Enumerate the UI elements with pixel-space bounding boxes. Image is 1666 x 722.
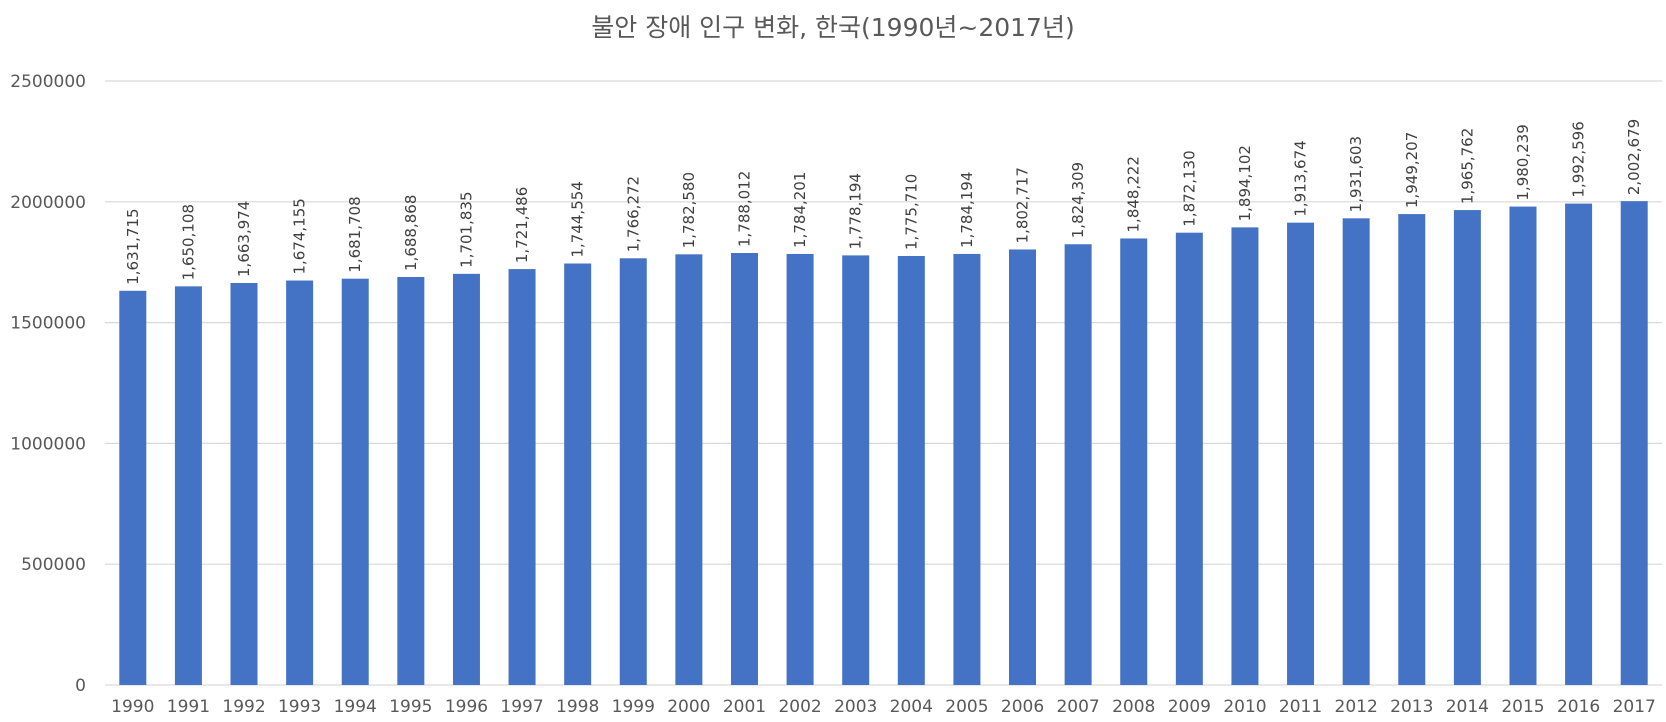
- x-tick-label: 1999: [612, 697, 655, 717]
- x-tick-label: 1993: [278, 697, 321, 717]
- bar: [119, 290, 147, 685]
- x-tick-label: 2011: [1279, 697, 1322, 717]
- data-label: 1,631,715: [124, 208, 142, 284]
- x-tick-label: 2000: [667, 697, 710, 717]
- data-label: 1,782,580: [680, 172, 698, 248]
- data-label: 1,965,762: [1458, 128, 1476, 204]
- x-tick-label: 2009: [1168, 697, 1211, 717]
- bar: [1453, 210, 1481, 685]
- bar: [842, 255, 870, 685]
- x-tick-label: 2001: [723, 697, 766, 717]
- bar: [564, 263, 592, 685]
- data-label: 1,894,102: [1236, 145, 1254, 221]
- x-tick-label: 1991: [167, 697, 210, 717]
- data-label: 1,766,272: [624, 176, 642, 252]
- x-tick-label: 1990: [111, 697, 154, 717]
- bar: [1064, 244, 1092, 685]
- y-tick-label: 1500000: [10, 314, 86, 334]
- bar: [1565, 203, 1593, 685]
- x-tick-label: 2013: [1390, 697, 1433, 717]
- data-label: 1,788,012: [735, 171, 753, 247]
- x-tick-label: 2017: [1613, 697, 1656, 717]
- data-label: 1,848,222: [1125, 156, 1143, 232]
- x-tick-label: 2005: [945, 697, 988, 717]
- data-label: 1,872,130: [1180, 150, 1198, 226]
- bar: [1009, 249, 1037, 686]
- bar: [1120, 238, 1148, 686]
- y-tick-label: 500000: [21, 555, 86, 575]
- data-label: 1,913,674: [1292, 140, 1310, 216]
- bar: [619, 258, 647, 685]
- y-tick-label: 2500000: [10, 72, 86, 92]
- x-tick-label: 2003: [834, 697, 877, 717]
- x-tick-label: 1996: [445, 697, 488, 717]
- bar: [1398, 214, 1426, 685]
- data-label: 1,721,486: [513, 187, 531, 263]
- data-label: 1,681,708: [346, 196, 364, 272]
- x-tick-label: 2006: [1001, 697, 1044, 717]
- bar: [786, 253, 814, 685]
- bar: [1620, 201, 1648, 685]
- data-label: 1,744,554: [569, 181, 587, 257]
- x-axis: 1990 1991 1992 1993 1994 1995 1996 1997 1998 1999…: [111, 697, 1656, 717]
- y-tick-label: 1000000: [10, 434, 86, 454]
- bar: [230, 282, 258, 685]
- x-tick-label: 1992: [222, 697, 265, 717]
- bar: [286, 280, 314, 685]
- data-label: 1,949,207: [1403, 132, 1421, 208]
- data-label: 1,674,155: [291, 198, 309, 274]
- x-tick-label: 2007: [1056, 697, 1099, 717]
- bar: [1342, 218, 1370, 686]
- y-tick-label: 0: [75, 676, 86, 696]
- bar: [897, 255, 925, 685]
- bar: [397, 276, 425, 685]
- data-label: 1,650,108: [179, 204, 197, 280]
- y-axis: 0 500000 1000000 1500000 2000000 2500000: [10, 72, 86, 696]
- bar: [174, 286, 202, 685]
- bars: [119, 201, 1648, 686]
- bar: [1231, 227, 1259, 686]
- bar: [675, 254, 703, 685]
- data-label: 1,980,239: [1514, 124, 1532, 200]
- bar: [452, 273, 480, 685]
- data-labels: 1,631,715 1,650,108 1,663,974 1,674,155 1,68…: [124, 119, 1643, 285]
- x-tick-label: 2002: [778, 697, 821, 717]
- data-label: 2,002,679: [1625, 119, 1643, 195]
- data-label: 1,663,974: [235, 201, 253, 277]
- bar: [1175, 232, 1203, 685]
- data-label: 1,778,194: [847, 173, 865, 249]
- x-tick-label: 2016: [1557, 697, 1600, 717]
- data-label: 1,701,835: [457, 191, 475, 267]
- x-tick-label: 2004: [890, 697, 933, 717]
- x-tick-label: 1995: [389, 697, 432, 717]
- x-tick-label: 2012: [1335, 697, 1378, 717]
- x-tick-label: 1997: [500, 697, 543, 717]
- data-label: 1,802,717: [1014, 167, 1032, 243]
- data-label: 1,688,868: [402, 195, 420, 271]
- x-tick-label: 2014: [1446, 697, 1489, 717]
- chart-title: 불안 장애 인구 변화, 한국(1990년~2017년): [591, 13, 1074, 42]
- x-tick-label: 2010: [1223, 697, 1266, 717]
- x-tick-label: 2015: [1501, 697, 1544, 717]
- data-label: 1,992,596: [1570, 121, 1588, 197]
- x-tick-label: 1998: [556, 697, 599, 717]
- bar: [730, 253, 758, 685]
- data-label: 1,784,201: [791, 172, 809, 248]
- bar: [1509, 206, 1537, 685]
- y-tick-label: 2000000: [10, 193, 86, 213]
- gridlines: [105, 80, 1662, 686]
- bar: [508, 269, 536, 685]
- bar: [341, 278, 369, 685]
- bar: [1287, 222, 1315, 685]
- data-label: 1,824,309: [1069, 162, 1087, 238]
- data-label: 1,775,710: [902, 174, 920, 250]
- x-tick-label: 2008: [1112, 697, 1155, 717]
- bar: [953, 253, 981, 686]
- data-label: 1,931,603: [1347, 136, 1365, 212]
- x-tick-label: 1994: [334, 697, 377, 717]
- data-label: 1,784,194: [958, 172, 976, 248]
